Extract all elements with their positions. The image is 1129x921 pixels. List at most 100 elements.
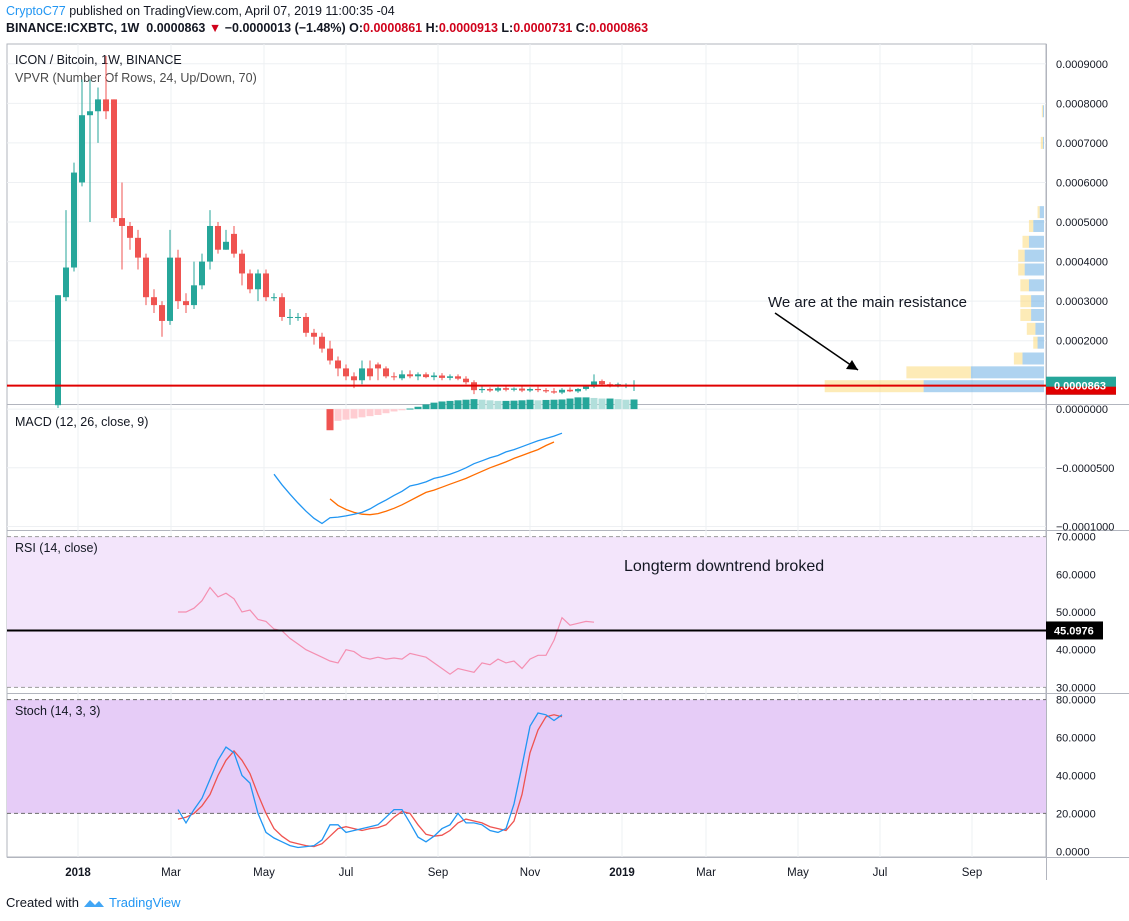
candle-body <box>487 388 493 391</box>
candle-body <box>159 305 165 321</box>
rsi-line <box>178 586 595 675</box>
stoch-tick-label: 80.0000 <box>1056 695 1096 707</box>
rsi-tick-label: 30.0000 <box>1056 682 1096 694</box>
macd-title: MACD (12, 26, close, 9) <box>15 415 148 429</box>
time-tick-label: Mar <box>161 867 181 879</box>
macd-histogram-bar <box>494 400 502 410</box>
vpvr-up-bar <box>1013 352 1023 365</box>
macd-histogram-bar <box>542 399 550 410</box>
rsi-tick-label: 50.0000 <box>1056 607 1096 619</box>
vpvr-down-bar <box>1022 352 1044 365</box>
vpvr-up-bar <box>1022 235 1029 248</box>
candle-body <box>391 376 397 378</box>
author-link[interactable]: CryptoC77 <box>6 4 66 18</box>
vpvr-up-bar <box>1033 336 1038 349</box>
candle-body <box>599 381 605 385</box>
resistance-annotation: We are at the main resistance <box>768 294 967 311</box>
candle-body <box>279 297 285 317</box>
tradingview-brand[interactable]: TradingView <box>108 895 181 910</box>
macd-histogram-bar <box>390 409 398 412</box>
macd-histogram-bar <box>518 400 526 410</box>
candle-body <box>55 295 61 406</box>
candle-body <box>263 273 269 298</box>
macd-histogram-bar <box>614 399 622 410</box>
candle-body <box>295 316 301 318</box>
macd-histogram-bar <box>342 409 350 420</box>
macd-histogram-bar <box>486 400 494 410</box>
macd-histogram-bar <box>334 409 342 421</box>
price-change: −0.0000013 (−1.48%) <box>224 21 346 35</box>
vpvr-down-bar <box>1031 308 1044 321</box>
macd-histogram-bar <box>622 399 630 410</box>
candle-body <box>111 99 117 219</box>
candle-body <box>559 389 565 393</box>
macd-histogram-bar <box>382 409 390 414</box>
vpvr-down-bar <box>1039 206 1044 219</box>
vpvr-up-bar <box>1018 263 1025 276</box>
last-price: 0.0000863 <box>146 21 206 35</box>
time-tick-label: 2018 <box>65 867 91 879</box>
close-label: C: <box>575 21 589 35</box>
candle-body <box>223 241 229 250</box>
candle-body <box>119 218 125 226</box>
time-tick-label: Jul <box>339 867 354 879</box>
macd-histogram-bar <box>598 398 606 410</box>
symbol-line: BINANCE:ICXBTC, 1W <box>6 21 140 35</box>
down-arrow-icon: ▼ <box>208 21 222 35</box>
price-tick-label: 0.0002000 <box>1056 336 1108 348</box>
macd-tick-label: −0.0000500 <box>1056 463 1114 475</box>
vpvr-down-bar <box>1035 322 1044 335</box>
macd-tick-label: 0.0000000 <box>1056 404 1108 416</box>
macd-histogram-bar <box>430 402 438 410</box>
open-value: 0.0000861 <box>363 21 423 35</box>
high-label: H: <box>425 21 439 35</box>
candle-body <box>431 375 437 378</box>
macd-histogram-bar <box>590 397 598 410</box>
last-price-label: 0.0000863 <box>1054 381 1106 393</box>
candle-body <box>79 115 85 183</box>
vpvr-down-bar <box>1037 336 1044 349</box>
candle-body <box>63 267 69 298</box>
candle-body <box>455 376 461 379</box>
rsi-level-label: 45.0976 <box>1054 625 1094 637</box>
macd-histogram-bar <box>462 399 470 410</box>
stoch-k-line <box>177 712 563 849</box>
candle-body <box>87 111 93 116</box>
macd-histogram-bar <box>374 409 382 415</box>
candle-body <box>495 388 501 391</box>
candle-body <box>503 388 509 390</box>
high-value: 0.0000913 <box>438 21 498 35</box>
macd-histogram-bar <box>574 397 582 410</box>
candle-body <box>327 348 333 361</box>
tradingview-logo-icon <box>83 899 104 907</box>
vpvr-down-bar <box>1042 136 1044 149</box>
symbol-info: BINANCE:ICXBTC, 1W 0.0000863 ▼ −0.000001… <box>6 21 648 35</box>
macd-histogram-bar <box>502 400 510 410</box>
close-value: 0.0000863 <box>589 21 649 35</box>
macd-histogram-bar <box>526 399 534 410</box>
rsi-title: RSI (14, close) <box>15 541 98 555</box>
candle-body <box>151 297 157 306</box>
candle-body <box>95 99 101 112</box>
macd-histogram-bar <box>326 409 334 431</box>
candle-body <box>463 378 469 383</box>
vpvr-down-bar <box>970 366 1044 379</box>
macd-histogram-bar <box>446 400 454 410</box>
rsi-tick-label: 70.0000 <box>1056 532 1096 544</box>
stoch-tick-label: 20.0000 <box>1056 808 1096 820</box>
candle-body <box>255 273 261 290</box>
candle-body <box>127 225 133 238</box>
candle-body <box>351 376 357 381</box>
vpvr-down-bar <box>1024 249 1044 262</box>
rsi-annotation: Longterm downtrend broked <box>624 558 824 575</box>
candle-body <box>183 301 189 306</box>
annotation-arrowhead <box>846 360 858 370</box>
rsi-level-tag <box>1046 621 1103 640</box>
vpvr-up-bar <box>1040 136 1043 149</box>
footer: Created with TradingView <box>6 895 181 910</box>
candle-body <box>175 257 181 302</box>
candle-body <box>367 368 373 377</box>
candle-body <box>247 273 253 290</box>
vpvr-legend: VPVR (Number Of Rows, 24, Up/Down, 70) <box>15 71 257 85</box>
